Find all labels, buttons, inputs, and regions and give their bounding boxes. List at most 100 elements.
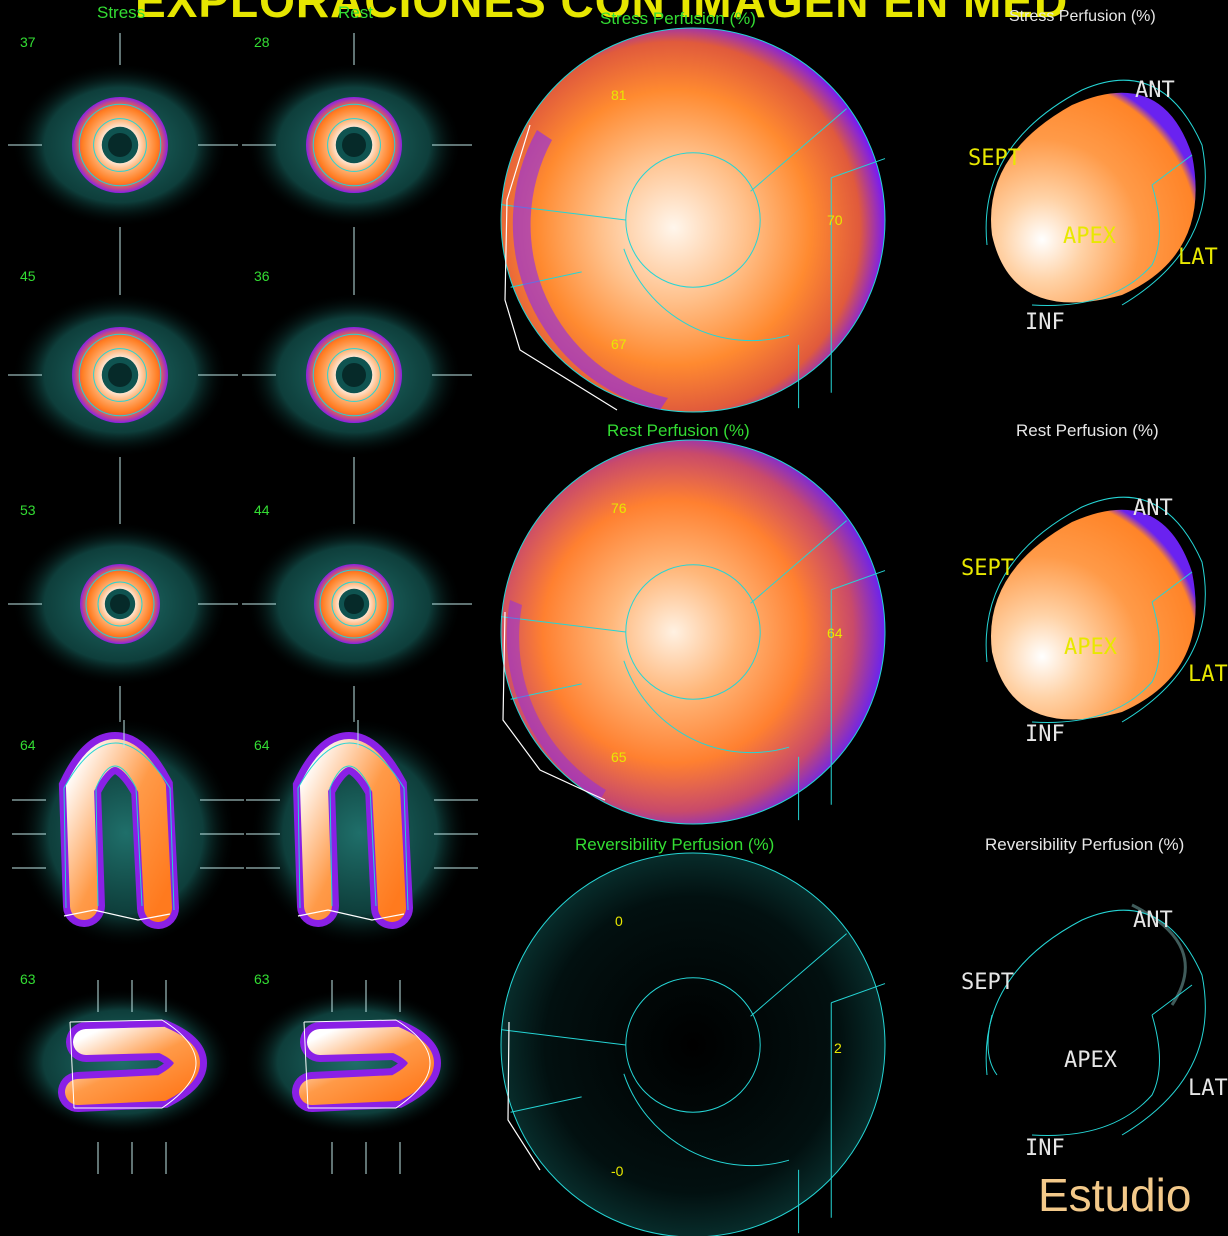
inner-contour [93, 348, 147, 402]
contour [63, 742, 175, 911]
slice-number: 64 [254, 737, 270, 753]
column-label-rest: Rest [338, 3, 373, 22]
slice-number: 37 [20, 34, 36, 50]
myocardium [299, 1026, 434, 1105]
segment-line [750, 520, 847, 604]
orient-lat: LAT [1188, 662, 1228, 687]
polar-value: -0 [611, 1163, 624, 1179]
polar-map-stress [500, 27, 886, 413]
surface-stress [985, 79, 1206, 306]
segment-line [831, 570, 886, 591]
polar-value: 65 [611, 749, 627, 765]
slice-number: 64 [20, 737, 36, 753]
polar-title-rest: Rest Perfusion (%) [607, 421, 750, 440]
polar-value: 2 [834, 1040, 842, 1056]
inner-contour [93, 118, 147, 172]
slice-number: 53 [20, 502, 36, 518]
myocardium [65, 1026, 200, 1105]
polar-outline [500, 27, 886, 413]
inner-contour [327, 348, 381, 402]
polar-value: 67 [611, 336, 627, 352]
orient-apex: APEX [1064, 635, 1117, 660]
inner-contour [327, 118, 381, 172]
slice-number: 45 [20, 268, 36, 284]
ventricle-core [108, 133, 132, 157]
segment-line [500, 616, 626, 633]
valve-plane [63, 909, 171, 921]
low-perfusion-edge [512, 130, 668, 410]
polar-value: 0 [615, 913, 623, 929]
short-axis-slice [242, 33, 472, 263]
polar-maps [500, 27, 886, 1236]
polar-mid-ring [623, 248, 790, 342]
polar-value: 81 [611, 87, 627, 103]
polar-outline [500, 852, 886, 1236]
surface-contour [985, 909, 1206, 1136]
surface-rest [985, 496, 1206, 723]
orient-lat: LAT [1188, 1076, 1228, 1101]
horizontal-long-axis-slice [244, 980, 468, 1174]
horizontal-long-axis-slice [10, 980, 234, 1174]
polar-mid-ring [623, 1073, 790, 1167]
column-label-stress: Stress [97, 3, 146, 22]
ventricle-core [342, 133, 366, 157]
segment-line [510, 271, 582, 288]
surface-contour [985, 79, 1206, 306]
slice-images [8, 33, 478, 1174]
slice-number: 44 [254, 502, 270, 518]
orient-sept: SEPT [961, 556, 1014, 581]
valve-plane [297, 909, 405, 921]
segment-line [500, 1029, 626, 1046]
segment-line [831, 158, 886, 179]
polar-title-reversibility: Reversibility Perfusion (%) [575, 835, 775, 854]
ventricle-core [344, 594, 364, 614]
orient-ant: ANT [1135, 78, 1175, 103]
contour [303, 1019, 431, 1109]
polar-value: 64 [827, 625, 843, 641]
polar-map-rest [500, 439, 886, 825]
contour [69, 1019, 197, 1109]
orient-inf: INF [1025, 722, 1065, 747]
defect-outline [502, 611, 606, 801]
surface-segment [1031, 571, 1193, 723]
polar-disc [501, 28, 885, 412]
short-axis-slice [242, 492, 472, 722]
ventricle-core [342, 363, 366, 387]
surface-shell [991, 509, 1196, 720]
orient-apex: APEX [1064, 1048, 1117, 1073]
polar-value: 76 [611, 500, 627, 516]
surface-title-stress: Stress Perfusion (%) [1009, 8, 1156, 25]
polar-map-reversibility [500, 852, 886, 1236]
outer-contour [312, 333, 396, 417]
short-axis-slice [242, 263, 472, 493]
short-axis-slice [8, 492, 238, 722]
polar-outline [500, 439, 886, 825]
short-axis-slice [8, 33, 238, 263]
low-perfusion-edge [506, 600, 606, 800]
orient-inf: INF [1025, 310, 1065, 335]
ventricle-core [110, 594, 130, 614]
surface-segment [1031, 984, 1193, 1136]
orient-inf: INF [1025, 1136, 1065, 1161]
ventricle-core [108, 363, 132, 387]
surface-renders [985, 79, 1206, 1136]
outer-contour [78, 103, 162, 187]
surface-title-rest: Rest Perfusion (%) [1016, 421, 1159, 440]
surface-contour [985, 496, 1206, 723]
segment-line [750, 933, 847, 1017]
slice-number: 63 [254, 971, 270, 987]
polar-disc [501, 853, 885, 1236]
vertical-long-axis-slice [246, 718, 478, 948]
outer-contour [319, 569, 389, 639]
surface-title-reversibility: Reversibility Perfusion (%) [985, 835, 1185, 854]
orient-lat: LAT [1178, 245, 1218, 270]
slice-number: 36 [254, 268, 270, 284]
polar-disc [501, 440, 885, 824]
polar-value: 70 [827, 212, 843, 228]
orient-sept: SEPT [968, 146, 1021, 171]
slice-number: 28 [254, 34, 270, 50]
outer-contour [78, 333, 162, 417]
page-header: EXPLORACIONES CON IMAGEN EN MED [135, 0, 1069, 27]
myocardium [65, 739, 172, 922]
